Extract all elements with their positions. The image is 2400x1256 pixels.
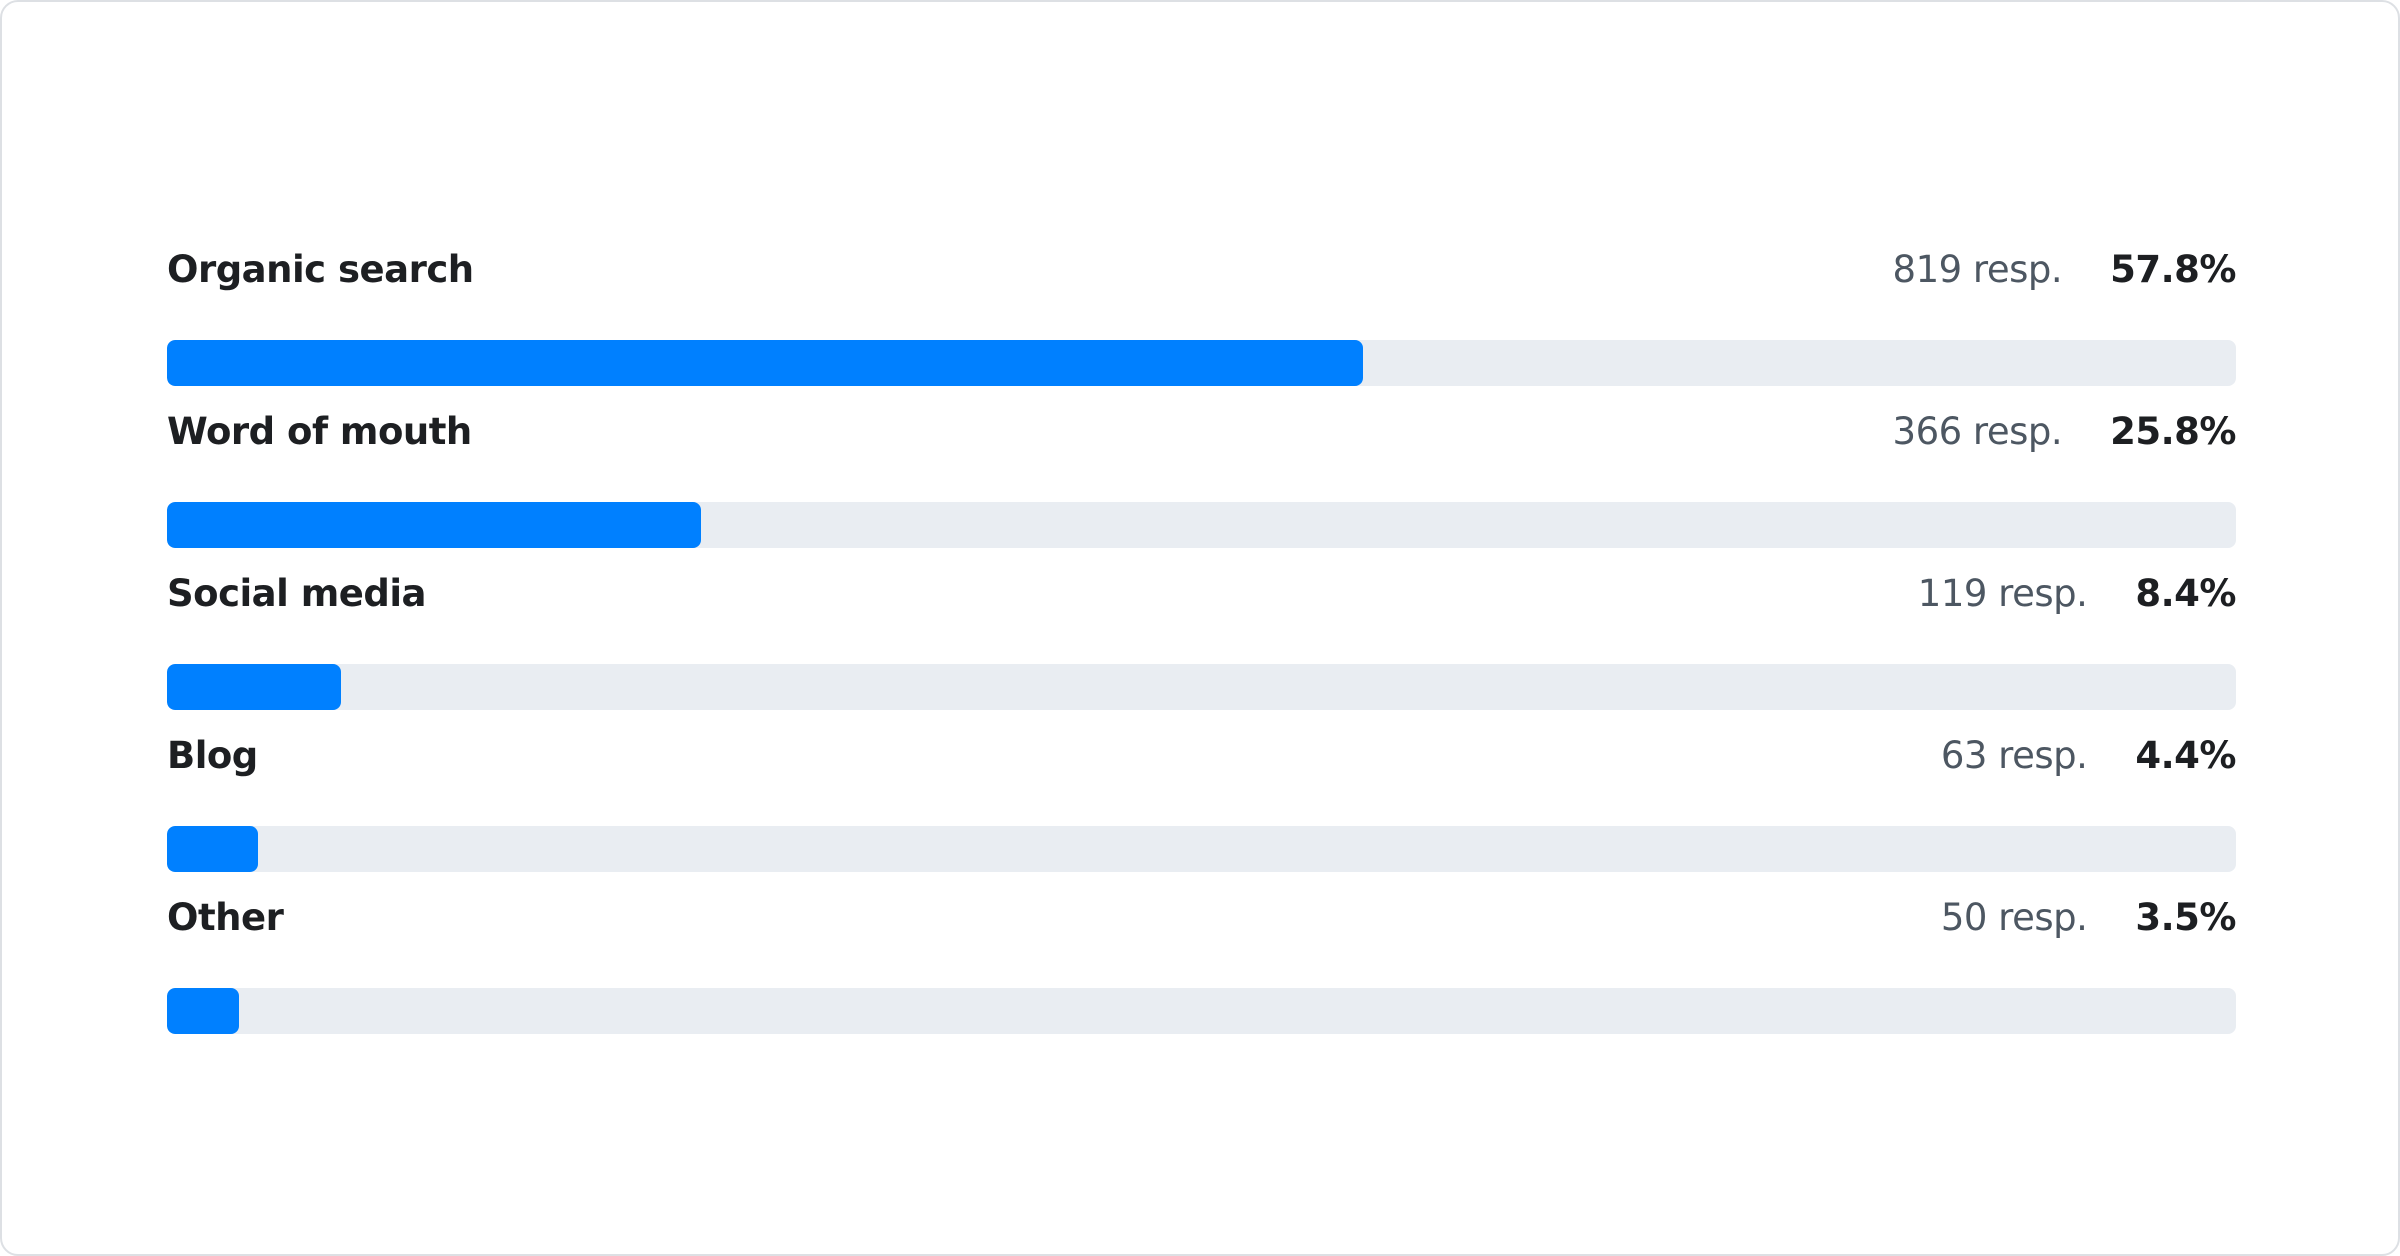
bar-track [167,988,2236,1034]
bar-track [167,664,2236,710]
responses-count: 819 resp. [1892,248,2063,291]
responses-count: 119 resp. [1917,572,2088,615]
bar-track [167,826,2236,872]
category-label: Organic search [167,248,474,291]
bar-row-header: Other 50 resp. 3.5% [167,896,2236,948]
category-label: Other [167,896,284,939]
percent-value: 8.4% [2135,572,2236,615]
percent-value: 25.8% [2110,410,2236,453]
responses-count: 63 resp. [1940,734,2088,777]
bar-fill [167,988,240,1034]
responses-count: 366 resp. [1892,410,2063,453]
responses-count: 50 resp. [1940,896,2088,939]
bar-list: Organic search 819 resp. 57.8% Word of m… [167,248,2236,1058]
bar-fill [167,664,341,710]
bar-row: Other 50 resp. 3.5% [167,896,2236,1058]
bar-row: Word of mouth 366 resp. 25.8% [167,410,2236,572]
bar-fill [167,340,1363,386]
bar-row-header: Blog 63 resp. 4.4% [167,734,2236,786]
percent-value: 4.4% [2135,734,2236,777]
category-label: Social media [167,572,426,615]
bar-row-header: Word of mouth 366 resp. 25.8% [167,410,2236,462]
percent-value: 57.8% [2110,248,2236,291]
category-label: Blog [167,734,258,777]
bar-fill [167,826,259,872]
bar-row: Organic search 819 resp. 57.8% [167,248,2236,410]
bar-track [167,502,2236,548]
bar-row-header: Social media 119 resp. 8.4% [167,572,2236,624]
bar-row-header: Organic search 819 resp. 57.8% [167,248,2236,300]
bar-fill [167,502,701,548]
bar-row: Blog 63 resp. 4.4% [167,734,2236,896]
bar-row: Social media 119 resp. 8.4% [167,572,2236,734]
percent-value: 3.5% [2135,896,2236,939]
bar-track [167,340,2236,386]
category-label: Word of mouth [167,410,472,453]
